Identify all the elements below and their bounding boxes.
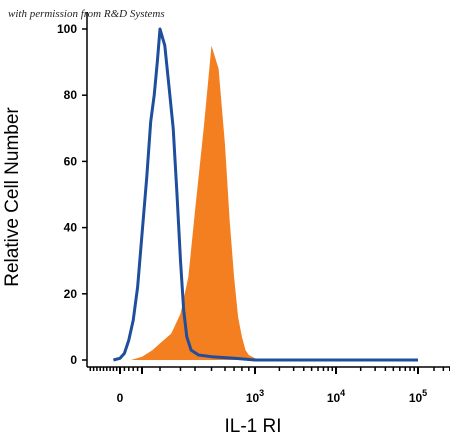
series-outline-line [113, 27, 418, 362]
y-tick-label: 40 [64, 221, 78, 235]
y-ticks: 0 20 40 60 80 100 [57, 22, 87, 367]
y-axis-label: Relative Cell Number [2, 107, 23, 287]
y-tick-label: 80 [64, 88, 78, 102]
y-tick-label: 100 [57, 22, 77, 36]
y-tick-label: 20 [64, 287, 78, 301]
plot-area [113, 27, 419, 362]
chart-axes [86, 12, 450, 368]
x-tick-label: 104 [327, 388, 345, 405]
x-tick-label: 105 [409, 388, 427, 405]
series-filled-area [113, 45, 419, 360]
y-tick-label: 0 [70, 353, 77, 367]
x-ticks: 0 103 104 105 [89, 367, 450, 405]
x-tick-label: 103 [246, 388, 264, 405]
x-tick-label: 0 [117, 391, 124, 405]
x-axis-label: IL-1 RI [224, 416, 281, 437]
y-tick-label: 60 [64, 154, 78, 168]
